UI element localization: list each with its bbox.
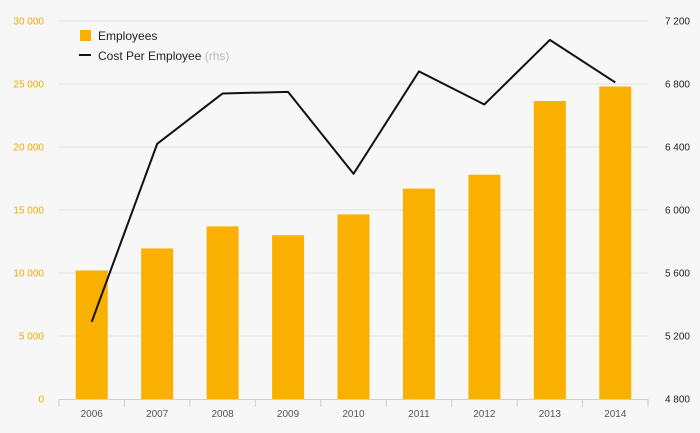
right-axis-tick-label: 6 800 bbox=[665, 80, 690, 91]
x-axis-tick-label: 2010 bbox=[342, 409, 365, 420]
bar-employees-2012 bbox=[468, 174, 501, 399]
legend: Employees Cost Per Employee (rhs) bbox=[79, 29, 229, 63]
legend-label-cost-per-employee: Cost Per Employee (rhs) bbox=[98, 49, 229, 63]
left-axis-tick-label: 0 bbox=[38, 395, 44, 406]
right-axis-tick-label: 4 800 bbox=[665, 395, 690, 406]
bar-employees-2014 bbox=[599, 86, 632, 400]
cost-per-employee-line-group bbox=[90, 38, 616, 323]
x-axis-tick-label: 2006 bbox=[81, 409, 104, 420]
right-axis-tick-label: 6 000 bbox=[665, 206, 690, 217]
employees-bars bbox=[75, 86, 632, 400]
x-axis-tick-label: 2009 bbox=[277, 409, 300, 420]
x-axis-tick-label: 2008 bbox=[211, 409, 234, 420]
left-axis-tick-label: 5 000 bbox=[19, 332, 44, 343]
left-axis-tick-label: 15 000 bbox=[13, 206, 44, 217]
bar-employees-2013 bbox=[533, 101, 566, 399]
x-axis-tick-label: 2014 bbox=[604, 409, 627, 420]
right-axis-tick-label: 5 600 bbox=[665, 269, 690, 280]
bar-employees-2007 bbox=[141, 248, 174, 399]
axes: 0 5 000 10 000 15 000 20 000 25 000 30 000 4 80… bbox=[13, 17, 690, 421]
bar-employees-2011 bbox=[402, 188, 435, 399]
left-axis-tick-label: 20 000 bbox=[13, 143, 44, 154]
bar-employees-2008 bbox=[206, 226, 239, 399]
x-axis-tick-label: 2011 bbox=[408, 409, 430, 420]
legend-swatch-employees bbox=[80, 30, 91, 41]
x-axis-tick-label: 2013 bbox=[539, 409, 562, 420]
x-axis-tick-label: 2012 bbox=[473, 409, 496, 420]
legend-label-rhs-suffix: (rhs) bbox=[205, 49, 230, 63]
bar-employees-2010 bbox=[337, 214, 370, 399]
left-axis-tick-label: 30 000 bbox=[13, 17, 44, 28]
bar-employees-2009 bbox=[272, 235, 305, 399]
left-axis-tick-label: 25 000 bbox=[13, 80, 44, 91]
right-axis-tick-label: 6 400 bbox=[665, 143, 690, 154]
legend-label-employees: Employees bbox=[98, 29, 157, 43]
x-axis-tick-label: 2007 bbox=[146, 409, 169, 420]
right-axis-tick-label: 5 200 bbox=[665, 332, 690, 343]
legend-label-cost-per-employee-name: Cost Per Employee bbox=[98, 49, 202, 63]
right-axis-tick-label: 7 200 bbox=[665, 17, 690, 28]
left-axis-tick-label: 10 000 bbox=[13, 269, 44, 280]
